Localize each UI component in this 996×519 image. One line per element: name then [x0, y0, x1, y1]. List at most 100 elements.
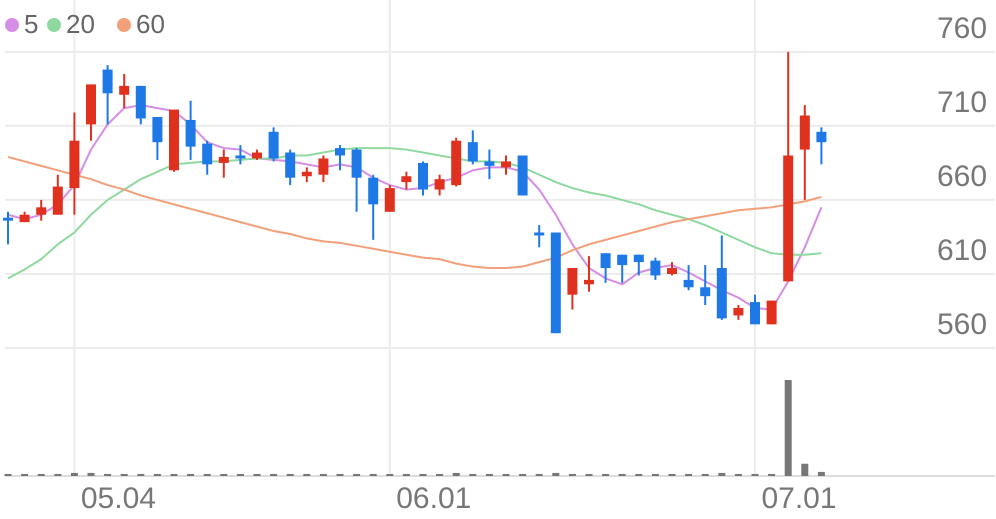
volume-bar — [120, 473, 128, 476]
candle-body — [202, 143, 213, 165]
volume-bar — [153, 473, 161, 476]
candle-body — [318, 158, 329, 175]
y-tick-label: 710 — [937, 86, 987, 119]
legend-label: 60 — [136, 9, 165, 39]
candle-body — [252, 152, 262, 159]
volume-bar — [37, 473, 45, 476]
candle-body — [550, 232, 561, 334]
ma-line — [7, 156, 822, 270]
candle-body — [351, 149, 362, 178]
volume-bar — [87, 472, 95, 476]
candle-body — [501, 161, 511, 168]
volume-bar — [187, 473, 195, 476]
volume-bar — [817, 471, 825, 476]
volume-bar — [170, 473, 178, 476]
volume-bar — [369, 473, 377, 476]
candle-body — [434, 179, 445, 190]
volume-bar — [402, 473, 410, 476]
candle-body — [19, 214, 30, 223]
candle-body — [301, 171, 312, 177]
candle-body — [135, 85, 146, 119]
volume-bar — [768, 473, 776, 476]
volume-bar — [751, 473, 759, 476]
candle-body — [285, 152, 296, 178]
candle-body — [169, 109, 179, 171]
volume-bar — [585, 473, 593, 476]
candle-body — [451, 140, 462, 186]
candle-body — [650, 260, 661, 276]
candle-body — [401, 176, 412, 183]
x-tick-label: 05.04 — [81, 482, 156, 515]
candle-body — [467, 142, 478, 162]
volume-bar — [54, 473, 62, 476]
volume-bar — [203, 473, 211, 476]
candle-body — [766, 300, 777, 325]
ma-line — [7, 147, 822, 280]
candle-body — [86, 84, 96, 125]
candle-body — [667, 268, 677, 274]
legend-marker — [5, 18, 19, 32]
volume-bar — [469, 473, 477, 476]
volume-bar — [270, 473, 278, 476]
candle-body — [484, 161, 495, 166]
candle-body — [600, 253, 611, 269]
volume-bar — [685, 473, 693, 476]
candle-body — [185, 119, 196, 147]
y-tick-label: 760 — [937, 12, 987, 45]
volume-bar — [668, 473, 676, 476]
volume-bar — [4, 473, 12, 476]
candle-body — [750, 302, 760, 325]
candle-body — [716, 268, 727, 319]
volume-bar — [70, 472, 78, 476]
candle-body — [3, 217, 13, 221]
volume-bar — [734, 473, 742, 476]
candle-body — [799, 115, 810, 150]
volume-bar — [784, 380, 792, 476]
volume-bar — [485, 473, 493, 476]
volume-bar — [602, 473, 610, 476]
candle-body — [783, 155, 794, 282]
volume-bar — [552, 472, 560, 476]
y-tick-label: 660 — [937, 160, 987, 193]
candle-body — [683, 279, 694, 288]
volume-bar — [286, 473, 294, 476]
candle-body — [733, 308, 744, 316]
legend-label: 5 — [24, 9, 38, 39]
volume-bar — [303, 473, 311, 476]
candle-body — [36, 207, 47, 215]
volume-bar — [535, 473, 543, 476]
volume-bar — [353, 473, 361, 476]
volume-bar — [801, 463, 809, 476]
volume-bar — [718, 472, 726, 476]
legend-marker — [117, 18, 131, 32]
candle-body — [700, 287, 711, 297]
candle-body — [119, 85, 130, 95]
volume-bar — [452, 472, 460, 476]
candle-body — [368, 177, 379, 205]
volume-bar — [386, 473, 394, 476]
candle-body — [633, 254, 644, 263]
volume-bar — [436, 473, 444, 476]
candle-body — [235, 155, 246, 159]
volume-bar — [220, 473, 228, 476]
candle-body — [52, 186, 63, 215]
volume-bar — [419, 473, 427, 476]
legend-label: 20 — [66, 9, 95, 39]
candle-body — [218, 156, 229, 163]
candle-body — [102, 69, 113, 94]
candle-body — [418, 162, 428, 190]
legend-marker — [47, 18, 61, 32]
volume-bar — [319, 473, 327, 476]
candle-body — [816, 131, 827, 143]
volume-bar — [253, 473, 261, 476]
volume-bar — [519, 473, 527, 476]
candle-body — [567, 268, 578, 295]
volume-bar — [568, 473, 576, 476]
candle-body — [517, 155, 528, 196]
y-tick-label: 560 — [937, 308, 987, 341]
volume-bar — [502, 473, 510, 476]
candle-body — [335, 148, 345, 156]
candle-body — [152, 116, 163, 143]
y-tick-label: 610 — [937, 234, 987, 267]
